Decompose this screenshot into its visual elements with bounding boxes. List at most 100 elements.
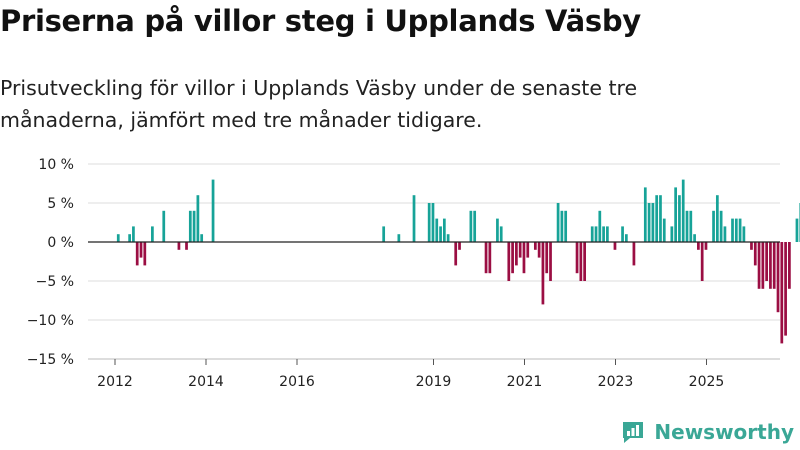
y-tick-label: 5 %	[47, 196, 74, 212]
bar	[545, 242, 549, 274]
x-tick-label: 2023	[598, 374, 634, 390]
bar	[488, 242, 492, 274]
bar	[151, 226, 154, 242]
x-tick-label: 2025	[689, 374, 725, 390]
bar	[678, 195, 681, 242]
bar	[590, 226, 594, 242]
bar	[731, 218, 734, 242]
bar	[723, 226, 727, 242]
bar	[662, 218, 666, 242]
bar	[784, 242, 787, 336]
bar	[132, 226, 135, 242]
y-tick-label: −15 %	[27, 352, 74, 368]
bar	[655, 195, 659, 242]
bar	[602, 226, 605, 242]
bar	[697, 242, 700, 250]
bar	[439, 226, 442, 242]
bar	[185, 242, 188, 250]
bar	[135, 242, 139, 266]
bar	[515, 242, 518, 266]
bar	[499, 226, 503, 242]
bar	[526, 242, 530, 258]
x-tick-label: 2012	[97, 374, 133, 390]
bar	[211, 179, 215, 242]
bar	[651, 203, 655, 242]
bar	[598, 210, 602, 242]
bar	[712, 210, 715, 242]
bar	[765, 242, 768, 281]
bar	[397, 234, 401, 242]
bar	[689, 210, 693, 242]
brand: Newsworthy	[620, 419, 794, 445]
bar	[556, 203, 560, 242]
bar	[537, 242, 541, 258]
bar	[458, 242, 461, 250]
y-tick-label: −10 %	[27, 313, 74, 329]
page-title: Priserna på villor steg i Upplands Väsby	[0, 4, 641, 38]
bar	[659, 195, 662, 242]
bar	[670, 226, 674, 242]
bar	[632, 242, 636, 266]
bar	[757, 242, 761, 289]
bar	[484, 242, 488, 274]
x-tick-label: 2014	[188, 374, 224, 390]
bar	[177, 242, 181, 250]
x-tick-label: 2019	[416, 374, 452, 390]
bar	[435, 218, 439, 242]
bar	[776, 242, 780, 313]
chart-subtitle: Prisutveckling för villor i Upplands Väs…	[0, 76, 638, 132]
bar	[621, 226, 624, 242]
bar	[693, 234, 696, 242]
bar	[507, 242, 511, 281]
bar	[454, 242, 458, 266]
brand-name: Newsworthy	[654, 420, 794, 444]
y-tick-label: −5 %	[36, 274, 74, 290]
bar	[496, 218, 499, 242]
bar	[715, 195, 719, 242]
bar	[780, 242, 784, 344]
bar	[128, 234, 131, 242]
bar	[575, 242, 579, 274]
bar	[560, 210, 564, 242]
bar	[681, 179, 685, 242]
bar	[719, 210, 723, 242]
bar	[446, 234, 450, 242]
bar	[613, 242, 617, 250]
bar	[769, 242, 772, 289]
bar	[772, 242, 776, 289]
bar	[753, 242, 757, 266]
bar	[518, 242, 522, 258]
bar	[412, 195, 416, 242]
bar	[442, 218, 446, 242]
bar	[643, 187, 647, 242]
bar	[139, 242, 143, 258]
bar	[192, 210, 196, 242]
bar	[795, 218, 799, 242]
bar	[742, 226, 746, 242]
bar	[143, 242, 147, 266]
bar	[116, 234, 120, 242]
bar	[750, 242, 753, 250]
bar	[700, 242, 704, 281]
bar	[738, 218, 742, 242]
y-tick-label: 10 %	[38, 157, 74, 173]
x-tick-label: 2016	[279, 374, 315, 390]
bar	[511, 242, 514, 274]
x-tick-label: 2021	[507, 374, 543, 390]
bar	[583, 242, 586, 281]
bar	[761, 242, 765, 289]
bar	[549, 242, 552, 281]
bar	[427, 203, 431, 242]
bar	[594, 226, 598, 242]
axes: 10 % 5 % 0 % −5 % −10 % −15 % 2012 2014 2016 2019…	[27, 157, 780, 390]
bar	[382, 226, 386, 242]
bar	[541, 242, 545, 305]
bar	[734, 218, 738, 242]
bar	[606, 226, 609, 242]
bar-series	[116, 179, 800, 344]
bar	[162, 210, 166, 242]
bar	[685, 210, 689, 242]
bar	[579, 242, 583, 281]
bar	[469, 210, 473, 242]
bar	[522, 242, 526, 274]
